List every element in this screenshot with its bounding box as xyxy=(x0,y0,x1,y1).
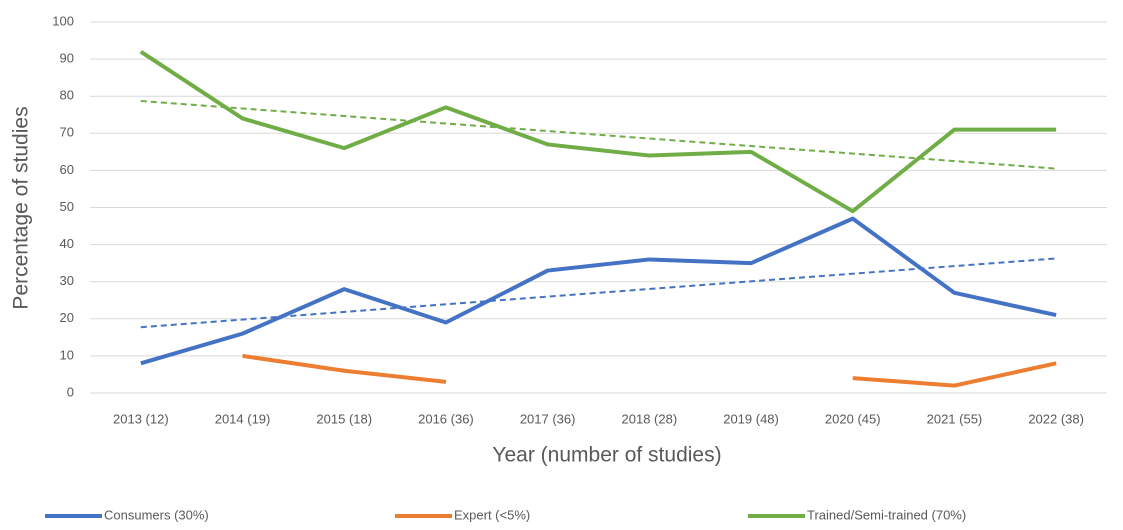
y-axis-title: Percentage of studies xyxy=(10,106,33,309)
x-tick-label: 2017 (36) xyxy=(520,411,576,426)
legend-label: Consumers (30%) xyxy=(104,507,209,522)
y-tick-label: 20 xyxy=(60,310,74,325)
legend-label: Expert (<5%) xyxy=(454,507,530,522)
x-tick-label: 2013 (12) xyxy=(113,411,169,426)
y-tick-label: 30 xyxy=(60,273,74,288)
y-tick-label: 40 xyxy=(60,236,74,251)
legend-label: Trained/Semi-trained (70%) xyxy=(807,507,966,522)
y-tick-label: 90 xyxy=(60,51,74,66)
x-tick-label: 2015 (18) xyxy=(316,411,372,426)
series-line xyxy=(852,361,1057,388)
y-tick-label: 10 xyxy=(60,347,74,362)
y-tick-label: 80 xyxy=(60,88,74,103)
trendline xyxy=(140,257,1057,329)
x-tick-label: 2020 (45) xyxy=(825,411,881,426)
x-tick-label: 2022 (38) xyxy=(1028,411,1084,426)
y-tick-label: 0 xyxy=(67,384,74,399)
series-line xyxy=(140,216,1057,366)
y-tick-label: 100 xyxy=(52,13,74,28)
series-line xyxy=(139,50,1057,214)
x-tick-label: 2019 (48) xyxy=(723,411,779,426)
trendline xyxy=(140,99,1057,170)
x-tick-label: 2021 (55) xyxy=(927,411,983,426)
x-axis-title: Year (number of studies) xyxy=(492,444,721,467)
x-tick-label: 2016 (36) xyxy=(418,411,474,426)
x-tick-label: 2018 (28) xyxy=(622,411,678,426)
y-tick-label: 50 xyxy=(60,199,74,214)
y-tick-label: 70 xyxy=(60,125,74,140)
y-tick-label: 60 xyxy=(60,162,74,177)
series-line xyxy=(242,353,447,384)
x-tick-label: 2014 (19) xyxy=(215,411,271,426)
